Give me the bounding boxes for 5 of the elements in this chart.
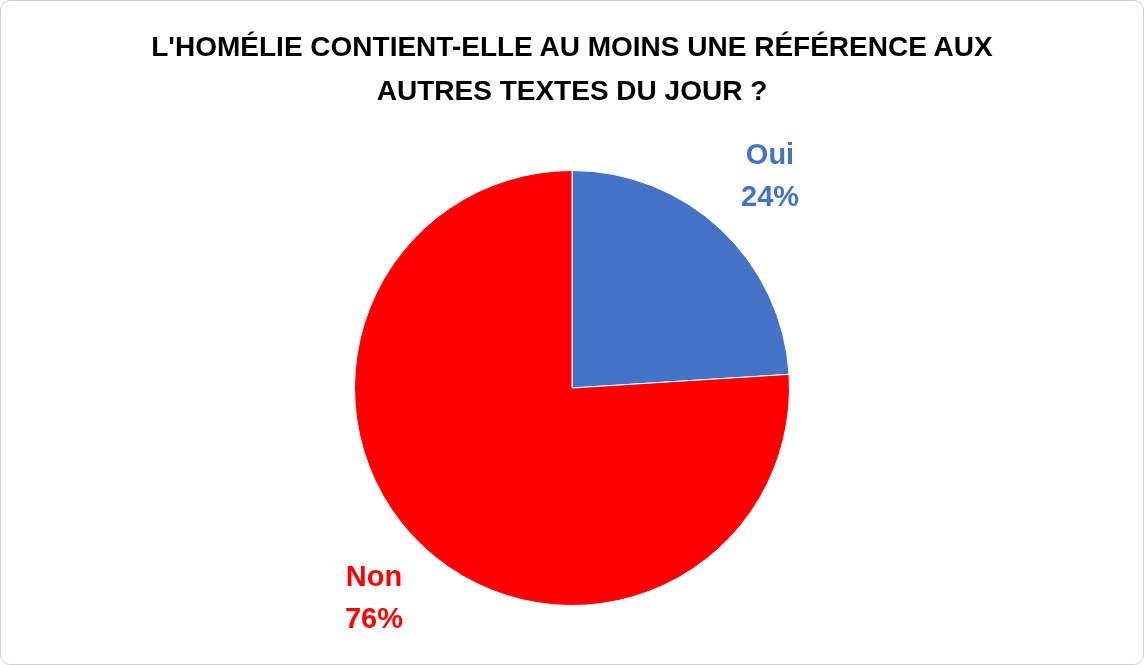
chart-title: L'HOMÉLIE CONTIENT-ELLE AU MOINS UNE RÉFÉRENCE AUX AUTRES TEXTES DU JOUR ? bbox=[150, 30, 994, 108]
data-label: 76% bbox=[344, 601, 404, 634]
slice-label: Non bbox=[345, 559, 403, 592]
data-label: 24% bbox=[741, 180, 800, 213]
slice-label: Oui bbox=[745, 138, 795, 171]
